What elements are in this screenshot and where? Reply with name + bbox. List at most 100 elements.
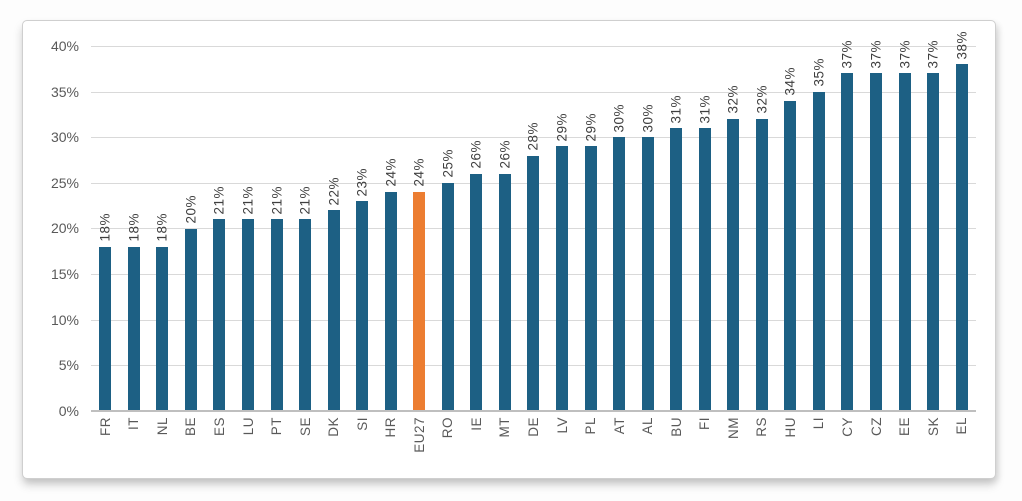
bar[interactable]: [613, 137, 626, 411]
x-label-cell: IT: [120, 417, 149, 453]
bar[interactable]: [955, 64, 968, 411]
x-label-cell: AL: [633, 417, 662, 453]
bar[interactable]: [784, 100, 797, 411]
y-tick-label: 15%: [50, 266, 79, 283]
x-tick-label: NL: [154, 417, 170, 436]
bar-value-label: 18%: [97, 213, 113, 242]
x-tick-label: EL: [954, 417, 970, 435]
x-axis-labels: FR IT NL BE ES LU PT SE DK SI HR EU27 RO IE MT DE LV PL AT…: [91, 417, 976, 453]
bar-value-label: 23%: [354, 167, 370, 197]
bar[interactable]: [384, 192, 397, 411]
x-label-cell: HR: [376, 417, 405, 453]
x-label-cell: NL: [148, 417, 177, 453]
x-label-cell: DE: [519, 417, 548, 453]
bar-cell: 25%: [434, 21, 463, 411]
bar-chart: 0% 5% 10% 15% 20% 25% 30% 35% 40% 18% 18% 18% 20% 21…: [22, 20, 996, 479]
bar-cell: 32%: [748, 21, 777, 411]
bar[interactable]: [213, 219, 226, 411]
x-tick-label: MT: [497, 417, 513, 438]
bar[interactable]: [99, 246, 112, 411]
bar[interactable]: [184, 228, 197, 411]
x-tick-label: NM: [725, 417, 741, 439]
bar-cell-highlight: 24%: [405, 21, 434, 411]
bar-cell: 20%: [177, 21, 206, 411]
x-label-cell: RS: [748, 417, 777, 453]
x-tick-label: AL: [640, 417, 656, 435]
x-tick-label: SE: [297, 417, 313, 437]
bar[interactable]: [156, 246, 169, 411]
x-label-cell: CZ: [862, 417, 891, 453]
bar-value-label: 21%: [240, 185, 256, 215]
bar-cell: 30%: [633, 21, 662, 411]
bar-value-label: 18%: [154, 213, 170, 242]
bar[interactable]: [299, 219, 312, 411]
bar[interactable]: [841, 73, 854, 411]
bar[interactable]: [698, 128, 711, 411]
x-label-cell: EE: [890, 417, 919, 453]
bar-cell: 26%: [462, 21, 491, 411]
bar-value-label: 21%: [269, 185, 285, 215]
x-tick-label: LI: [811, 417, 827, 430]
bar-cell: 23%: [348, 21, 377, 411]
bar[interactable]: [270, 219, 283, 411]
gridline: [91, 45, 976, 47]
x-tick-label: LU: [240, 417, 256, 436]
y-tick-label: 25%: [50, 174, 79, 191]
bar-cell: 28%: [519, 21, 548, 411]
bar-value-label: 25%: [440, 149, 456, 178]
bar[interactable]: [556, 146, 569, 411]
bar-cell: 31%: [690, 21, 719, 411]
bar-cell: 32%: [719, 21, 748, 411]
x-label-cell: LV: [548, 417, 577, 453]
x-tick-label: FI: [697, 417, 713, 430]
bar[interactable]: [670, 128, 683, 411]
bar-cell: 37%: [862, 21, 891, 411]
bar[interactable]: [898, 73, 911, 411]
x-tick-label: RS: [754, 417, 770, 437]
bar-cell: 24%: [376, 21, 405, 411]
bar-value-label: 21%: [211, 185, 227, 215]
bar-cell: 21%: [291, 21, 320, 411]
bar[interactable]: [727, 119, 740, 411]
x-tick-label: CZ: [868, 417, 884, 436]
x-tick-label: PL: [583, 417, 599, 435]
y-tick-label: 35%: [50, 83, 79, 100]
x-label-cell: IE: [462, 417, 491, 453]
bar[interactable]: [641, 137, 654, 411]
bar[interactable]: [755, 119, 768, 411]
bar[interactable]: [356, 201, 369, 411]
gridline: [91, 137, 976, 139]
x-tick-label: RO: [440, 417, 456, 439]
bar[interactable]: [127, 246, 140, 411]
x-tick-label: FR: [97, 417, 113, 436]
bar-value-label: 26%: [497, 140, 513, 169]
x-label-cell: CY: [833, 417, 862, 453]
bar-value-label: 18%: [126, 213, 142, 242]
bar[interactable]: [812, 91, 825, 411]
bar-cell: 37%: [919, 21, 948, 411]
x-label-cell: DK: [319, 417, 348, 453]
y-tick-label: 20%: [50, 220, 79, 237]
highlight-bar[interactable]: [413, 192, 426, 411]
bar[interactable]: [527, 155, 540, 411]
bar-cell: 18%: [120, 21, 149, 411]
bar[interactable]: [470, 173, 483, 411]
bar-value-label: 24%: [383, 158, 399, 187]
bar[interactable]: [327, 210, 340, 411]
bar[interactable]: [242, 219, 254, 411]
x-label-cell: EU27: [405, 417, 434, 453]
bar-value-label: 30%: [640, 103, 656, 133]
bar[interactable]: [927, 73, 940, 411]
bar[interactable]: [498, 173, 511, 411]
bar[interactable]: [584, 146, 597, 411]
x-label-cell: HU: [776, 417, 805, 453]
bar-cell: 18%: [91, 21, 120, 411]
bar-value-label: 26%: [468, 140, 484, 169]
x-label-cell: NM: [719, 417, 748, 453]
bar[interactable]: [441, 182, 454, 411]
bar-cell: 21%: [262, 21, 291, 411]
x-axis-line: [91, 410, 976, 412]
bar[interactable]: [870, 73, 883, 411]
y-tick-label: 10%: [50, 311, 79, 328]
x-label-cell: PL: [576, 417, 605, 453]
